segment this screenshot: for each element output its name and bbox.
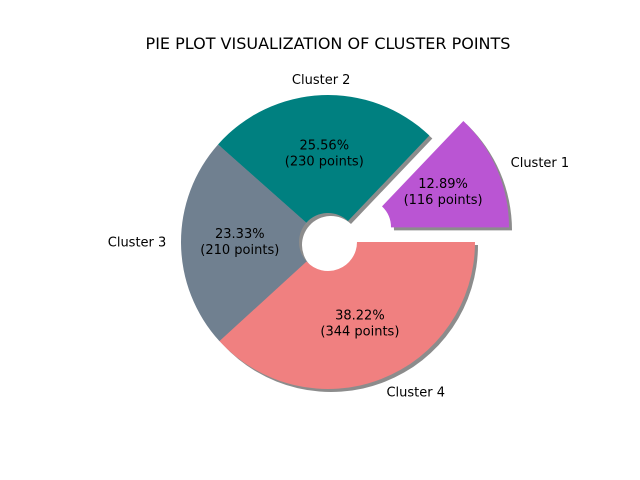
cluster-1-count-label: (116 points) [404,193,483,208]
cluster-2-slice [218,95,430,223]
cluster-3-slice [180,144,307,342]
chart-title: PIE PLOT VISUALIZATION OF CLUSTER POINTS [146,34,511,53]
cluster-4-label: Cluster 4 [386,385,445,400]
cluster-4-count-label: (344 points) [320,325,399,340]
cluster-2-count-label: (230 points) [285,154,364,169]
cluster-3-percent-label: 23.33% [215,227,265,242]
cluster-2-percent-label: 25.56% [299,138,349,153]
cluster-1-percent-label: 12.89% [418,177,468,192]
pie-labels: Cluster 1 12.89%(116 points) Cluster 2 25.5… [108,73,569,400]
cluster-1-label: Cluster 1 [511,156,570,171]
cluster-3-label: Cluster 3 [108,236,167,251]
pie-slices [180,95,510,389]
cluster-3-count-label: (210 points) [200,243,279,258]
cluster-1-slice [382,120,510,228]
cluster-2-label: Cluster 2 [292,73,351,88]
cluster-4-percent-label: 38.22% [335,309,385,324]
cluster-4-slice [219,242,475,389]
